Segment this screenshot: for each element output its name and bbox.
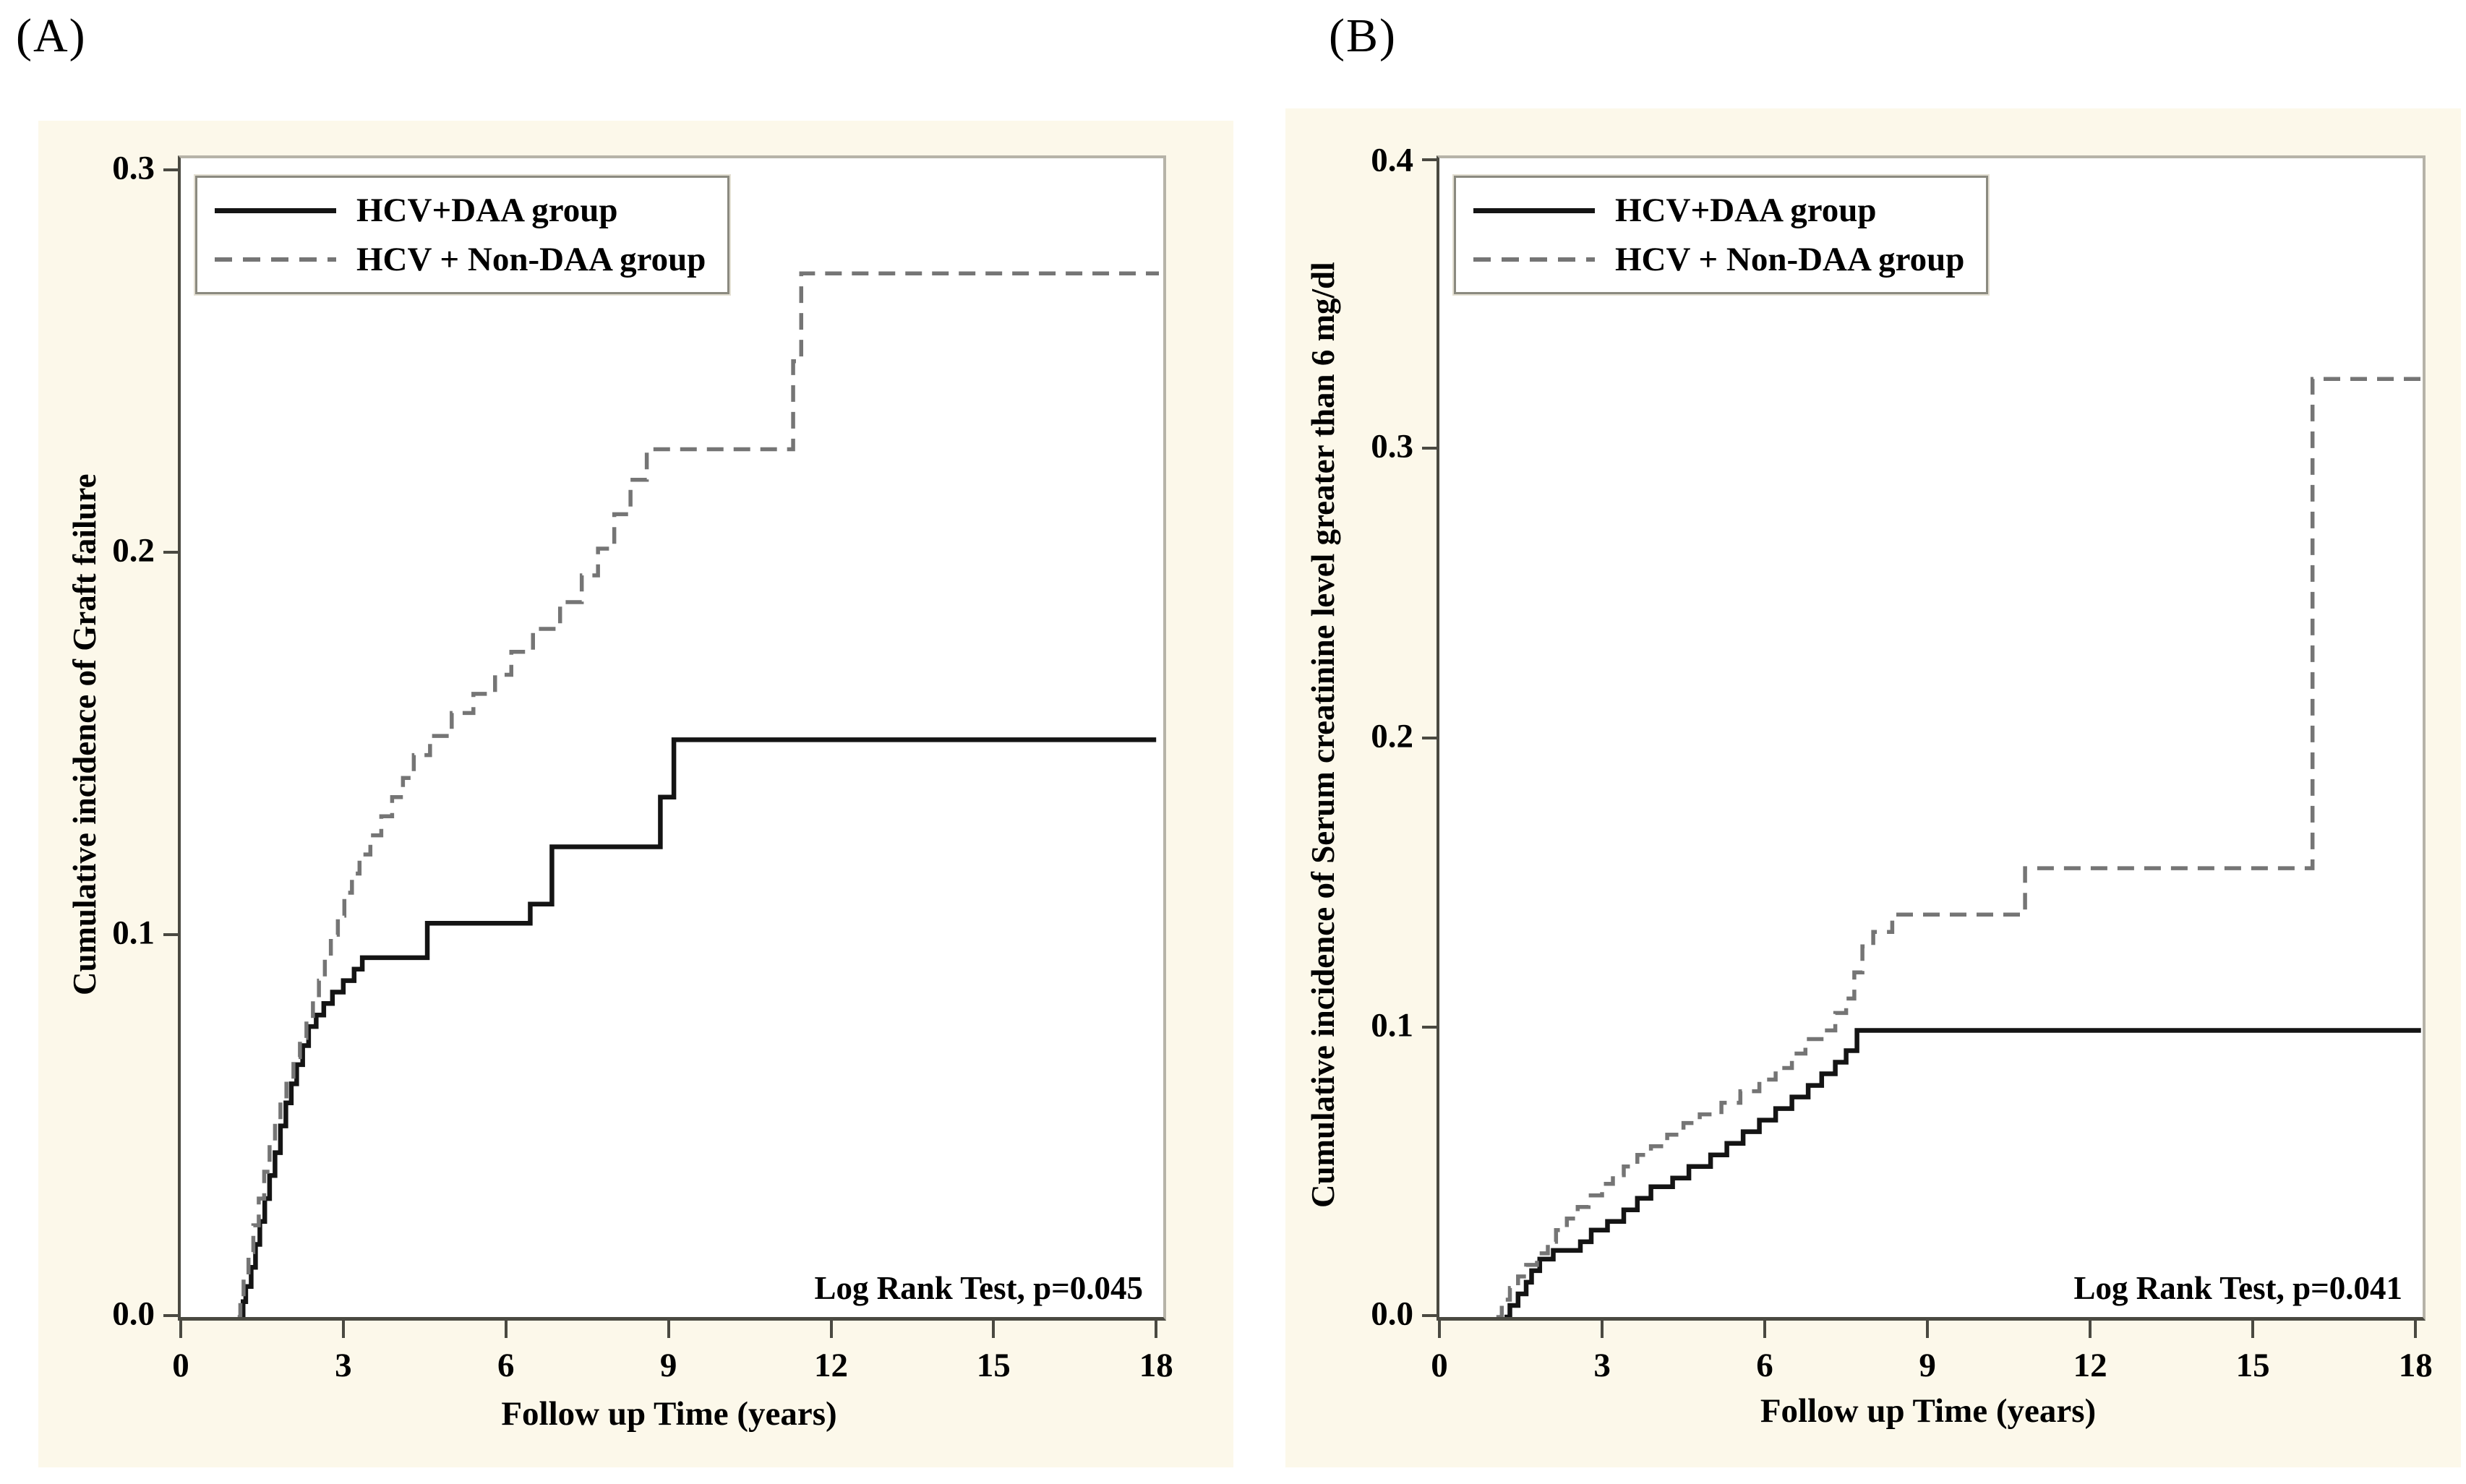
axis-tick-mark [1926,1321,1930,1338]
axis-tick-mark [163,168,181,172]
axis-tick-mark [992,1321,996,1338]
x-tick-label: 15 [976,1347,1011,1384]
axis-tick-mark [1438,1321,1441,1338]
x-tick-label: 15 [2235,1347,2270,1384]
x-tick-label: 0 [1431,1347,1448,1384]
axis-tick-mark [1422,447,1439,450]
axis-tick-mark [163,933,181,937]
panel-b-y-axis-label: Cumulative incidence of Serum creatinine… [1305,262,1341,1208]
panel-b-plot-area: 0.4 0.3 0.2 0.1 0.0 0 3 6 9 12 15 18 HCV… [1371,143,2432,1383]
panel-a-y-axis-label: Cumulative incidence of Graft failure [67,473,103,996]
series-non-daa-curve [1496,377,2421,1317]
axis-tick-mark [2089,1321,2092,1338]
axis-tick-mark [163,1314,181,1318]
axis-tick-mark [1422,1314,1439,1318]
x-tick-label: 12 [814,1347,849,1384]
x-tick-label: 0 [172,1347,189,1384]
axis-tick-mark [1422,158,1439,161]
panel-b-log-rank-annotation: Log Rank Test, p=0.041 [2073,1270,2402,1306]
series-daa-curve [1504,1028,2421,1317]
panel-a-log-rank-annotation: Log Rank Test, p=0.045 [814,1270,1143,1306]
x-tick-label: 3 [1593,1347,1611,1384]
y-tick-label: 0.1 [1371,1007,1413,1045]
y-tick-label: 0.4 [1371,141,1413,179]
axis-tick-mark [1422,736,1439,739]
panel-a-legend: HCV+DAA group HCV + Non-DAA group [193,173,732,296]
y-tick-label: 0.3 [1371,428,1413,466]
panel-a-x-axis-label: Follow up Time (years) [501,1395,837,1433]
x-tick-label: 6 [1756,1347,1773,1384]
axis-tick-mark [667,1321,670,1338]
series-daa-curve [240,737,1157,1317]
legend-entry: HCV+DAA group [1473,191,1964,230]
panel-b-x-axis-label: Follow up Time (years) [1760,1392,2097,1430]
solid-line-sample [1473,207,1595,213]
panel-a-curves [237,271,1160,1317]
panel-b-curves [1496,377,2421,1317]
dashed-line-sample [215,257,336,262]
panel-a-plot-area: 0.3 0.2 0.1 0.0 0 3 6 9 12 15 18 HCV+DAA… [112,151,1173,1382]
legend-entry: HCV + Non-DAA group [215,240,706,279]
legend-label: HCV + Non-DAA group [1615,241,1965,279]
axis-tick-mark [2414,1321,2418,1338]
axis-tick-mark [163,551,181,554]
x-tick-label: 12 [2073,1347,2107,1384]
panel-a-figure: Cumulative incidence of Graft failure 0.… [38,121,1233,1467]
axis-tick-mark [1422,1026,1439,1029]
axis-tick-mark [1155,1321,1158,1338]
axis-tick-mark [1601,1321,1604,1338]
panel-b-figure: Cumulative incidence of Serum creatinine… [1285,108,2461,1467]
x-tick-label: 18 [1139,1347,1173,1384]
legend-entry: HCV + Non-DAA group [1473,240,1964,279]
legend-label: HCV+DAA group [1615,192,1877,229]
x-tick-label: 6 [497,1347,515,1384]
y-tick-label: 0.2 [112,531,155,570]
panel-a-letter: (A) [16,9,87,62]
solid-line-sample [215,207,336,213]
y-tick-label: 0.0 [1371,1295,1413,1334]
axis-tick-mark [2251,1321,2255,1338]
y-tick-label: 0.2 [1371,717,1413,755]
legend-entry: HCV+DAA group [215,191,706,230]
axis-tick-mark [504,1321,508,1338]
panel-b-legend: HCV+DAA group HCV + Non-DAA group [1452,173,1990,296]
legend-label: HCV + Non-DAA group [356,241,706,279]
x-tick-label: 9 [1919,1347,1936,1384]
y-tick-label: 0.3 [112,149,155,187]
axis-tick-mark [829,1321,833,1338]
series-non-daa-curve [237,271,1160,1317]
x-tick-label: 3 [335,1347,352,1384]
dashed-line-sample [1473,257,1595,262]
axis-tick-mark [1763,1321,1767,1338]
axis-tick-mark [179,1321,182,1338]
x-tick-label: 9 [659,1347,677,1384]
axis-tick-mark [341,1321,345,1338]
y-tick-label: 0.0 [112,1295,155,1334]
x-tick-label: 18 [2398,1347,2433,1384]
panel-b-letter: (B) [1329,9,1397,62]
legend-label: HCV+DAA group [356,192,618,229]
y-tick-label: 0.1 [112,914,155,952]
